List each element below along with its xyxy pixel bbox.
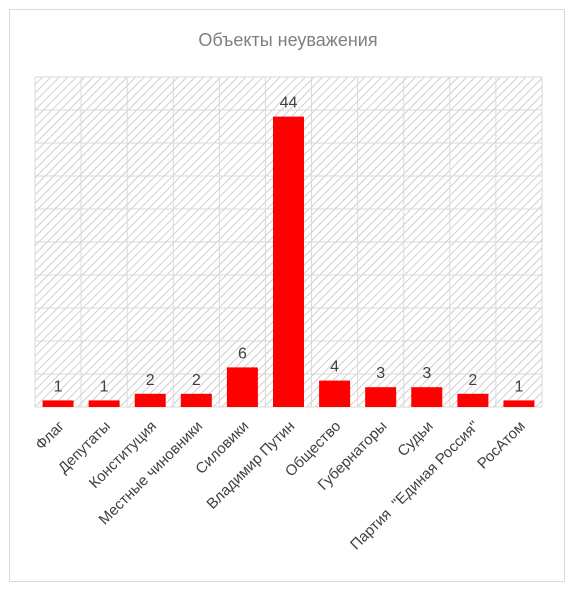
bars [42,116,535,407]
data-label: 3 [422,365,431,382]
chart-title: Объекты неуважения [198,30,378,50]
data-label: 2 [146,372,155,389]
bar [42,400,74,407]
bar [411,387,443,407]
bar [503,400,535,407]
category-label: РосАтом [474,418,529,473]
data-label: 4 [330,359,339,376]
data-label: 1 [100,378,109,395]
bar [319,380,351,407]
data-label: 44 [280,95,298,112]
data-label: 1 [54,378,63,395]
bar [365,387,397,407]
bar [134,393,166,407]
category-label: Судьи [394,418,436,460]
category-label: Флаг [32,417,68,453]
bar [273,116,304,407]
bar [226,367,258,407]
data-label: 1 [515,378,524,395]
bar [457,393,489,407]
bar [180,393,212,407]
data-label: 2 [468,372,477,389]
data-label: 2 [192,372,201,389]
data-label: 3 [376,365,385,382]
bar [88,400,120,407]
data-label: 6 [238,345,247,362]
